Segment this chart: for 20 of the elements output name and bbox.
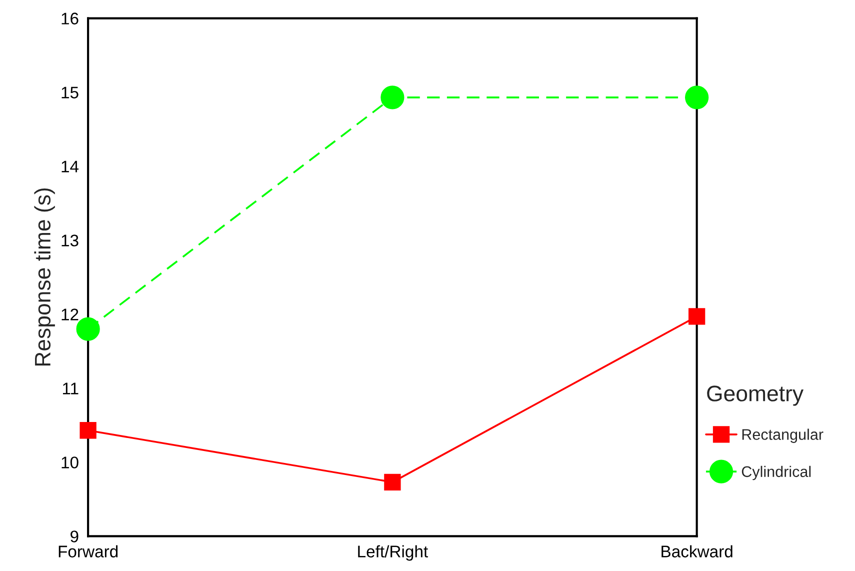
- x-tick-label: Left/Right: [358, 545, 428, 561]
- y-tick-label: 14: [62, 160, 79, 172]
- y-tick-label: 12: [62, 308, 78, 320]
- y-axis-title: Response time (s): [34, 188, 55, 366]
- point: [380, 86, 404, 110]
- y-tick-label: 9: [70, 530, 78, 542]
- y-tick-label: 16: [62, 12, 78, 24]
- legend-title: Geometry: [707, 386, 804, 406]
- x-tick-label: Backward: [662, 545, 732, 558]
- point: [80, 422, 96, 439]
- y-tick-label: 13: [62, 234, 78, 246]
- y-tick-label: 10: [62, 456, 78, 468]
- legend-label: Rectangular: [742, 428, 824, 443]
- y-tick-label: 15: [62, 86, 78, 98]
- point: [384, 474, 401, 490]
- x-tick-label: Forward: [58, 545, 118, 558]
- y-tick-label: 11: [63, 382, 78, 394]
- point: [688, 308, 706, 325]
- point: [685, 86, 709, 110]
- legend-label: Cylindrical: [742, 466, 811, 480]
